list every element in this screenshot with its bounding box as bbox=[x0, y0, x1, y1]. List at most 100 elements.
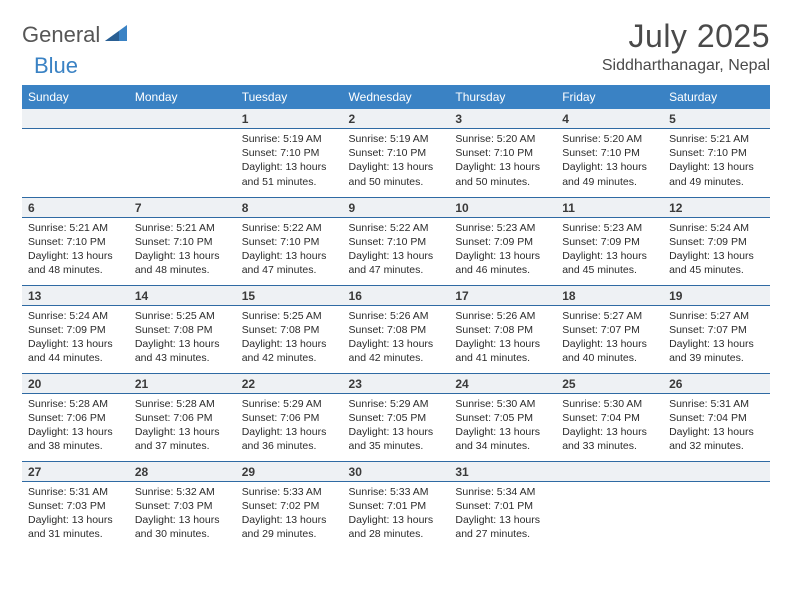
day-number: 31 bbox=[449, 462, 556, 482]
day-details: Sunrise: 5:29 AMSunset: 7:05 PMDaylight:… bbox=[343, 394, 450, 458]
day-number: 17 bbox=[449, 286, 556, 306]
calendar-day-cell: 6Sunrise: 5:21 AMSunset: 7:10 PMDaylight… bbox=[22, 197, 129, 285]
day-details: Sunrise: 5:26 AMSunset: 7:08 PMDaylight:… bbox=[449, 306, 556, 370]
weekday-header: Sunday bbox=[22, 85, 129, 109]
calendar-day-cell: 9Sunrise: 5:22 AMSunset: 7:10 PMDaylight… bbox=[343, 197, 450, 285]
day-details: Sunrise: 5:25 AMSunset: 7:08 PMDaylight:… bbox=[236, 306, 343, 370]
calendar-day-cell: 28Sunrise: 5:32 AMSunset: 7:03 PMDayligh… bbox=[129, 461, 236, 549]
calendar-day-cell: 26Sunrise: 5:31 AMSunset: 7:04 PMDayligh… bbox=[663, 373, 770, 461]
day-details: Sunrise: 5:19 AMSunset: 7:10 PMDaylight:… bbox=[236, 129, 343, 193]
day-number: 19 bbox=[663, 286, 770, 306]
day-number: 7 bbox=[129, 198, 236, 218]
weekday-header: Saturday bbox=[663, 85, 770, 109]
day-number: 28 bbox=[129, 462, 236, 482]
day-number: 4 bbox=[556, 109, 663, 129]
calendar-day-cell: 16Sunrise: 5:26 AMSunset: 7:08 PMDayligh… bbox=[343, 285, 450, 373]
day-details: Sunrise: 5:20 AMSunset: 7:10 PMDaylight:… bbox=[556, 129, 663, 193]
calendar-day-cell: 1Sunrise: 5:19 AMSunset: 7:10 PMDaylight… bbox=[236, 109, 343, 197]
day-details: Sunrise: 5:27 AMSunset: 7:07 PMDaylight:… bbox=[556, 306, 663, 370]
calendar-day-cell: 24Sunrise: 5:30 AMSunset: 7:05 PMDayligh… bbox=[449, 373, 556, 461]
calendar-day-cell: 5Sunrise: 5:21 AMSunset: 7:10 PMDaylight… bbox=[663, 109, 770, 197]
day-number: 25 bbox=[556, 374, 663, 394]
calendar-day-cell: 4Sunrise: 5:20 AMSunset: 7:10 PMDaylight… bbox=[556, 109, 663, 197]
day-details: Sunrise: 5:23 AMSunset: 7:09 PMDaylight:… bbox=[556, 218, 663, 282]
calendar-day-cell: 21Sunrise: 5:28 AMSunset: 7:06 PMDayligh… bbox=[129, 373, 236, 461]
day-number: 13 bbox=[22, 286, 129, 306]
weekday-header-row: SundayMondayTuesdayWednesdayThursdayFrid… bbox=[22, 85, 770, 109]
brand-part1: General bbox=[22, 22, 100, 48]
day-details: Sunrise: 5:25 AMSunset: 7:08 PMDaylight:… bbox=[129, 306, 236, 370]
calendar-day-cell: 20Sunrise: 5:28 AMSunset: 7:06 PMDayligh… bbox=[22, 373, 129, 461]
day-details: Sunrise: 5:30 AMSunset: 7:04 PMDaylight:… bbox=[556, 394, 663, 458]
day-number: 6 bbox=[22, 198, 129, 218]
calendar-day-cell: 15Sunrise: 5:25 AMSunset: 7:08 PMDayligh… bbox=[236, 285, 343, 373]
calendar-empty-cell bbox=[129, 109, 236, 197]
day-details: Sunrise: 5:34 AMSunset: 7:01 PMDaylight:… bbox=[449, 482, 556, 546]
calendar-day-cell: 13Sunrise: 5:24 AMSunset: 7:09 PMDayligh… bbox=[22, 285, 129, 373]
calendar-week-row: 27Sunrise: 5:31 AMSunset: 7:03 PMDayligh… bbox=[22, 461, 770, 549]
calendar-day-cell: 7Sunrise: 5:21 AMSunset: 7:10 PMDaylight… bbox=[129, 197, 236, 285]
calendar-day-cell: 19Sunrise: 5:27 AMSunset: 7:07 PMDayligh… bbox=[663, 285, 770, 373]
day-number: 5 bbox=[663, 109, 770, 129]
day-number: 24 bbox=[449, 374, 556, 394]
day-details: Sunrise: 5:33 AMSunset: 7:01 PMDaylight:… bbox=[343, 482, 450, 546]
calendar-day-cell: 25Sunrise: 5:30 AMSunset: 7:04 PMDayligh… bbox=[556, 373, 663, 461]
day-number: 30 bbox=[343, 462, 450, 482]
day-details: Sunrise: 5:28 AMSunset: 7:06 PMDaylight:… bbox=[129, 394, 236, 458]
calendar-day-cell: 14Sunrise: 5:25 AMSunset: 7:08 PMDayligh… bbox=[129, 285, 236, 373]
day-number: 12 bbox=[663, 198, 770, 218]
day-details: Sunrise: 5:23 AMSunset: 7:09 PMDaylight:… bbox=[449, 218, 556, 282]
day-details: Sunrise: 5:31 AMSunset: 7:03 PMDaylight:… bbox=[22, 482, 129, 546]
day-details: Sunrise: 5:24 AMSunset: 7:09 PMDaylight:… bbox=[663, 218, 770, 282]
weekday-header: Monday bbox=[129, 85, 236, 109]
day-details: Sunrise: 5:21 AMSunset: 7:10 PMDaylight:… bbox=[129, 218, 236, 282]
day-number: 20 bbox=[22, 374, 129, 394]
weekday-header: Wednesday bbox=[343, 85, 450, 109]
day-number: 15 bbox=[236, 286, 343, 306]
calendar-week-row: 6Sunrise: 5:21 AMSunset: 7:10 PMDaylight… bbox=[22, 197, 770, 285]
calendar-week-row: 1Sunrise: 5:19 AMSunset: 7:10 PMDaylight… bbox=[22, 109, 770, 197]
day-number: 10 bbox=[449, 198, 556, 218]
day-details: Sunrise: 5:32 AMSunset: 7:03 PMDaylight:… bbox=[129, 482, 236, 546]
day-details: Sunrise: 5:33 AMSunset: 7:02 PMDaylight:… bbox=[236, 482, 343, 546]
month-title: July 2025 bbox=[602, 18, 770, 55]
day-details: Sunrise: 5:30 AMSunset: 7:05 PMDaylight:… bbox=[449, 394, 556, 458]
calendar-day-cell: 10Sunrise: 5:23 AMSunset: 7:09 PMDayligh… bbox=[449, 197, 556, 285]
day-number: 26 bbox=[663, 374, 770, 394]
weekday-header: Tuesday bbox=[236, 85, 343, 109]
calendar-day-cell: 30Sunrise: 5:33 AMSunset: 7:01 PMDayligh… bbox=[343, 461, 450, 549]
day-details: Sunrise: 5:28 AMSunset: 7:06 PMDaylight:… bbox=[22, 394, 129, 458]
calendar-day-cell: 27Sunrise: 5:31 AMSunset: 7:03 PMDayligh… bbox=[22, 461, 129, 549]
day-details: Sunrise: 5:26 AMSunset: 7:08 PMDaylight:… bbox=[343, 306, 450, 370]
day-number: 18 bbox=[556, 286, 663, 306]
weekday-header: Friday bbox=[556, 85, 663, 109]
day-number: 14 bbox=[129, 286, 236, 306]
day-details: Sunrise: 5:22 AMSunset: 7:10 PMDaylight:… bbox=[236, 218, 343, 282]
calendar-empty-cell bbox=[663, 461, 770, 549]
day-details: Sunrise: 5:19 AMSunset: 7:10 PMDaylight:… bbox=[343, 129, 450, 193]
day-details: Sunrise: 5:31 AMSunset: 7:04 PMDaylight:… bbox=[663, 394, 770, 458]
day-details: Sunrise: 5:29 AMSunset: 7:06 PMDaylight:… bbox=[236, 394, 343, 458]
day-number: 11 bbox=[556, 198, 663, 218]
brand-logo: General bbox=[22, 18, 129, 48]
calendar-day-cell: 29Sunrise: 5:33 AMSunset: 7:02 PMDayligh… bbox=[236, 461, 343, 549]
weekday-header: Thursday bbox=[449, 85, 556, 109]
day-details: Sunrise: 5:20 AMSunset: 7:10 PMDaylight:… bbox=[449, 129, 556, 193]
day-number: 29 bbox=[236, 462, 343, 482]
day-number: 8 bbox=[236, 198, 343, 218]
day-number: 21 bbox=[129, 374, 236, 394]
brand-triangle-icon bbox=[105, 25, 127, 46]
calendar-day-cell: 3Sunrise: 5:20 AMSunset: 7:10 PMDaylight… bbox=[449, 109, 556, 197]
calendar-day-cell: 23Sunrise: 5:29 AMSunset: 7:05 PMDayligh… bbox=[343, 373, 450, 461]
day-details: Sunrise: 5:22 AMSunset: 7:10 PMDaylight:… bbox=[343, 218, 450, 282]
calendar-day-cell: 18Sunrise: 5:27 AMSunset: 7:07 PMDayligh… bbox=[556, 285, 663, 373]
day-number: 9 bbox=[343, 198, 450, 218]
day-number: 2 bbox=[343, 109, 450, 129]
calendar-day-cell: 11Sunrise: 5:23 AMSunset: 7:09 PMDayligh… bbox=[556, 197, 663, 285]
day-details: Sunrise: 5:21 AMSunset: 7:10 PMDaylight:… bbox=[663, 129, 770, 193]
calendar-day-cell: 8Sunrise: 5:22 AMSunset: 7:10 PMDaylight… bbox=[236, 197, 343, 285]
day-number: 22 bbox=[236, 374, 343, 394]
day-number: 16 bbox=[343, 286, 450, 306]
day-number: 27 bbox=[22, 462, 129, 482]
day-details: Sunrise: 5:21 AMSunset: 7:10 PMDaylight:… bbox=[22, 218, 129, 282]
